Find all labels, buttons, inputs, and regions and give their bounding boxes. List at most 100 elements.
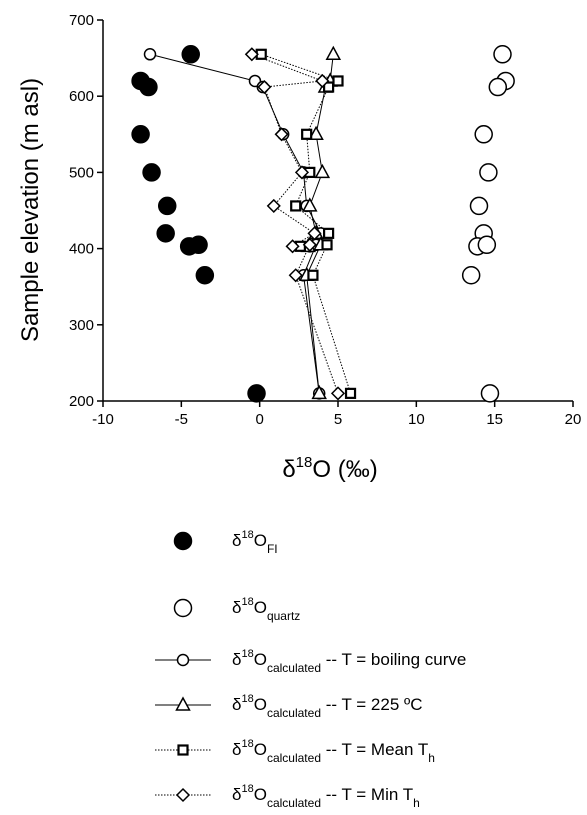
legend-label-part: δ <box>232 740 241 759</box>
point <box>323 81 335 93</box>
point <box>157 196 177 216</box>
point <box>479 163 498 182</box>
y-tick-label: 700 <box>69 12 94 29</box>
legend-label-part: O <box>254 531 267 550</box>
legend-item: δ18OFI <box>173 529 278 556</box>
y-tick-label: 200 <box>69 393 94 410</box>
x-label-part: δ <box>282 456 295 483</box>
point <box>175 696 191 711</box>
y-tick-label: 400 <box>69 241 94 258</box>
legend-label-part: calculated <box>267 751 321 765</box>
point <box>257 79 272 95</box>
point <box>474 125 493 144</box>
legend-label-part: δ <box>232 531 241 550</box>
point <box>177 744 189 756</box>
point <box>488 77 508 97</box>
series-line <box>261 53 352 394</box>
legend-label-part: h <box>428 751 435 765</box>
legend-item: δ18Oquartz <box>173 596 300 623</box>
point <box>290 200 302 212</box>
legend-label-part: h <box>413 796 420 810</box>
legend-label-part: calculated <box>267 796 321 810</box>
point <box>266 198 281 213</box>
point <box>301 128 313 140</box>
point <box>131 125 150 144</box>
point <box>314 163 331 179</box>
legend-label: δ18Ocalculated -- T = Min Th <box>232 783 420 810</box>
point <box>307 269 319 281</box>
legend-label-part: -- T = Min T <box>321 785 413 804</box>
point <box>288 268 303 283</box>
point <box>274 127 289 142</box>
point <box>173 531 193 551</box>
legend-label: δ18Ocalculated -- T = boiling curve <box>232 648 466 675</box>
legend-item: δ18Ocalculated -- T = 225 ºC <box>155 693 423 720</box>
legend-label-part: δ <box>232 785 241 804</box>
point <box>175 787 191 803</box>
legend-label-part: O <box>254 598 267 617</box>
legend-label-part: calculated <box>267 661 321 675</box>
legend-label: δ18Ocalculated -- T = 225 ºC <box>232 693 423 720</box>
point <box>344 387 357 399</box>
point <box>302 197 318 212</box>
x-tick-label: 0 <box>255 411 263 428</box>
point <box>307 226 322 241</box>
x-tick-label: -5 <box>175 411 188 428</box>
x-tick-label: -10 <box>92 411 114 428</box>
legend-item: δ18Ocalculated -- T = Mean Th <box>155 738 435 765</box>
point <box>332 75 344 87</box>
point <box>323 227 335 239</box>
point <box>461 266 481 285</box>
legend-item: δ18Ocalculated -- T = boiling curve <box>155 648 466 675</box>
legend-label-part: δ <box>232 695 241 714</box>
point <box>480 384 500 403</box>
x-tick-label: 5 <box>334 411 342 428</box>
x-tick-label: 15 <box>486 411 503 428</box>
point <box>247 384 266 403</box>
legend-label-part: calculated <box>267 706 321 720</box>
legend-label-part: O <box>254 695 267 714</box>
y-tick-label: 300 <box>69 317 94 334</box>
point <box>143 48 157 61</box>
point <box>173 598 193 618</box>
point <box>469 196 489 216</box>
legend-label: δ18Oquartz <box>232 596 300 623</box>
legend-label-part: -- T = boiling curve <box>321 650 466 669</box>
legend-label-part: O <box>254 650 267 669</box>
legend-label-part: FI <box>267 542 278 556</box>
point <box>285 239 300 254</box>
point <box>176 653 190 667</box>
point <box>321 239 333 251</box>
series-line <box>306 54 334 394</box>
point <box>244 47 259 62</box>
legend-label-part: -- T = Mean T <box>321 740 428 759</box>
legend-label: δ18OFI <box>232 529 278 556</box>
point <box>325 45 342 61</box>
series-line <box>251 53 339 394</box>
point <box>311 384 327 400</box>
point <box>477 235 497 255</box>
point <box>156 224 175 243</box>
point <box>308 125 324 141</box>
legend-item: δ18Ocalculated -- T = Min Th <box>155 783 420 810</box>
point <box>195 266 215 285</box>
legend-label-part: 18 <box>241 693 253 705</box>
y-tick-label: 500 <box>69 164 94 181</box>
point <box>142 163 161 182</box>
point <box>330 386 346 401</box>
x-tick-label: 20 <box>565 411 582 428</box>
legend-label-part: O <box>254 785 267 804</box>
series-line <box>149 53 322 394</box>
x-axis-label: δ18O (‰) <box>282 454 377 483</box>
point <box>315 73 330 89</box>
point <box>302 237 317 252</box>
x-label-part: 18 <box>296 454 313 471</box>
legend-label-part: 18 <box>241 596 253 608</box>
legend-label: δ18Ocalculated -- T = Mean Th <box>232 738 435 765</box>
legend-label-part: 18 <box>241 738 253 750</box>
legend-label-part: δ <box>232 650 241 669</box>
point <box>493 45 512 64</box>
legend-label-part: 18 <box>241 529 253 541</box>
legend-label-part: δ <box>232 598 241 617</box>
